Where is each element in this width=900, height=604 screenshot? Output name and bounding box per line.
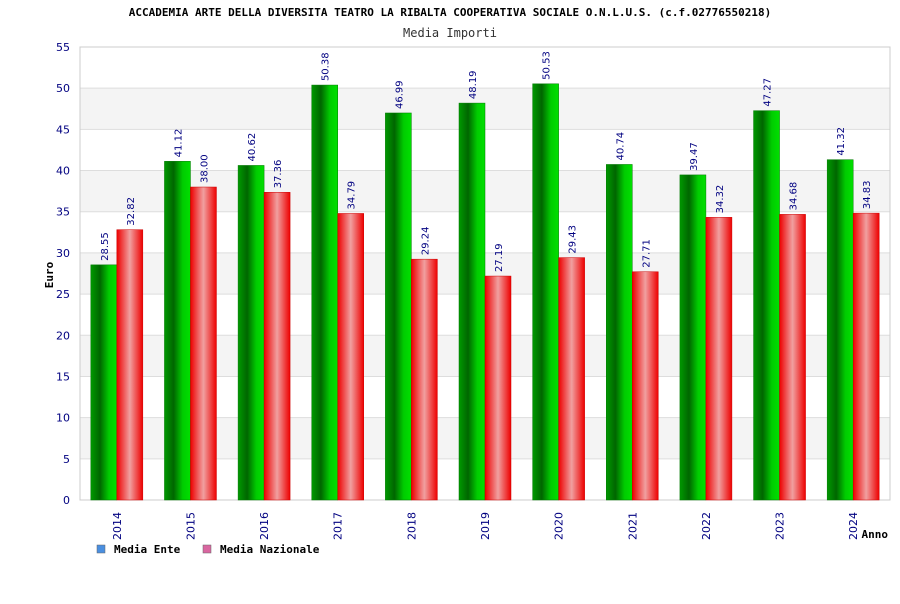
bar-media-ente-2016: [237, 165, 265, 501]
chart-subtitle: Media Importi: [403, 26, 497, 40]
data-label-media-nazionale-2024: 34.83: [862, 180, 873, 209]
data-label-media-ente-2017: 50.38: [321, 52, 332, 81]
legend-swatch-media-ente: [96, 544, 106, 554]
x-tick-label: 2015: [184, 512, 197, 540]
y-tick-label: 40: [56, 165, 70, 178]
bars: [90, 83, 880, 501]
bar-media-nazionale-2024: [852, 212, 880, 501]
data-label-media-nazionale-2020: 29.43: [568, 225, 579, 254]
bar-media-ente-2017: [311, 84, 338, 501]
grid-band: [80, 47, 890, 89]
bar-media-nazionale-2015: [190, 186, 217, 501]
y-tick-label: 0: [63, 494, 70, 507]
x-tick-label: 2021: [626, 512, 639, 540]
bar-media-ente-2024: [826, 159, 854, 501]
bar-media-ente-2014: [90, 264, 118, 501]
bar-media-nazionale-2020: [558, 257, 585, 501]
data-labels: 28.55 32.82 41.12 38.00 40.62 37.36 50.38 34.79…: [100, 51, 873, 272]
y-tick-label: 20: [56, 329, 70, 342]
legend-label-media-nazionale: Media Nazionale: [220, 543, 320, 556]
bar-media-nazionale-2018: [411, 258, 438, 501]
data-label-media-ente-2021: 40.74: [615, 132, 626, 161]
x-tick-label: 2022: [700, 512, 713, 540]
x-tick-label: 2018: [405, 512, 418, 540]
x-tick-label: 2017: [332, 512, 345, 540]
y-tick-label: 5: [63, 453, 70, 466]
data-label-media-ente-2015: 41.12: [173, 129, 184, 158]
bar-media-nazionale-2016: [263, 192, 291, 501]
y-tick-label: 30: [56, 247, 70, 260]
y-tick-labels: 0 5 10 15 20 25 30 35 40 45 50 55: [56, 41, 70, 507]
data-label-media-nazionale-2021: 27.71: [641, 239, 652, 268]
data-label-media-nazionale-2016: 37.36: [273, 160, 284, 189]
data-label-media-nazionale-2014: 32.82: [126, 197, 137, 226]
bar-media-nazionale-2019: [484, 275, 512, 501]
data-label-media-ente-2016: 40.62: [247, 133, 258, 162]
bar-media-ente-2019: [458, 102, 486, 501]
y-tick-label: 45: [56, 123, 70, 136]
data-label-media-ente-2022: 39.47: [689, 142, 700, 171]
bar-media-ente-2021: [606, 164, 633, 501]
y-tick-label: 55: [56, 41, 70, 54]
bar-media-ente-2020: [532, 83, 559, 501]
data-label-media-nazionale-2017: 34.79: [347, 181, 358, 210]
data-label-media-ente-2024: 41.32: [836, 127, 847, 156]
data-label-media-ente-2014: 28.55: [100, 232, 111, 261]
x-tick-label: 2014: [111, 512, 124, 540]
bar-media-nazionale-2023: [779, 214, 806, 501]
x-tick-label: 2019: [479, 512, 492, 540]
y-tick-label: 50: [56, 82, 70, 95]
bar-media-nazionale-2021: [632, 271, 659, 501]
data-label-media-nazionale-2023: 34.68: [789, 182, 800, 211]
bar-media-ente-2018: [385, 112, 412, 501]
bar-media-ente-2022: [679, 174, 707, 501]
data-label-media-ente-2018: 46.99: [394, 80, 405, 109]
data-label-media-ente-2019: 48.19: [468, 70, 479, 99]
data-label-media-nazionale-2015: 38.00: [199, 154, 210, 183]
x-tick-labels: 2014 2015 2016 2017 2018 2019 2020 2021 2022 2023…: [111, 512, 860, 540]
bar-media-ente-2023: [753, 110, 780, 501]
x-axis-label: Anno: [862, 528, 889, 541]
data-label-media-ente-2023: 47.27: [763, 78, 774, 107]
x-tick-label: 2024: [847, 512, 860, 540]
bar-media-nazionale-2014: [116, 229, 144, 501]
legend: Media Ente Media Nazionale: [96, 543, 320, 556]
x-tick-label: 2016: [258, 512, 271, 540]
data-label-media-ente-2020: 50.53: [542, 51, 553, 80]
chart-title: ACCADEMIA ARTE DELLA DIVERSITA TEATRO LA…: [129, 6, 771, 19]
legend-label-media-ente: Media Ente: [114, 543, 181, 556]
y-tick-label: 25: [56, 288, 70, 301]
data-label-media-nazionale-2022: 34.32: [715, 185, 726, 214]
y-axis-label: Euro: [43, 261, 56, 288]
x-tick-label: 2020: [553, 512, 566, 540]
y-tick-label: 35: [56, 206, 70, 219]
x-tick-label: 2023: [774, 512, 787, 540]
bar-media-nazionale-2022: [705, 217, 733, 501]
data-label-media-nazionale-2018: 29.24: [420, 227, 431, 256]
y-tick-label: 15: [56, 370, 70, 383]
data-label-media-nazionale-2019: 27.19: [494, 243, 505, 272]
bar-media-nazionale-2017: [337, 213, 364, 501]
legend-swatch-media-nazionale: [202, 544, 212, 554]
y-tick-label: 10: [56, 412, 70, 425]
bar-media-ente-2015: [164, 161, 191, 501]
